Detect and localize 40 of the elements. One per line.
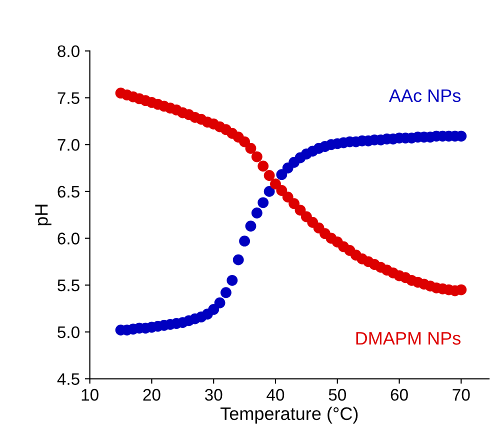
y-tick-label: 5.5 — [58, 280, 80, 292]
point — [276, 169, 288, 180]
y-tick-label: 6.0 — [58, 232, 80, 244]
y-tick-label: 7.0 — [58, 139, 80, 151]
y-tick-label: 6.5 — [58, 186, 80, 198]
x-tick-label: 20 — [143, 388, 160, 401]
point — [282, 192, 294, 203]
point — [208, 304, 220, 315]
series-label: AAc NPs — [388, 89, 461, 102]
point — [258, 197, 269, 208]
x-tick-label: 10 — [82, 388, 98, 401]
y-tick-label: 5.0 — [58, 326, 80, 338]
point — [270, 178, 281, 190]
point — [214, 297, 226, 308]
point — [456, 284, 467, 296]
point — [264, 186, 275, 197]
x-tick-label: 70 — [452, 388, 470, 401]
y-tick-label: 4.5 — [57, 373, 80, 385]
y-tick-label: 7.5 — [58, 92, 80, 104]
point — [239, 236, 250, 247]
y-tick-label: 8.0 — [58, 45, 80, 58]
point — [232, 254, 244, 266]
point — [258, 160, 269, 172]
x-axis-title: Temperature (°C) — [220, 406, 358, 424]
point — [264, 170, 275, 181]
point — [251, 151, 262, 162]
point — [276, 185, 288, 196]
point — [245, 220, 256, 232]
x-tick-label: 50 — [328, 388, 346, 401]
x-tick-label: 40 — [266, 388, 284, 401]
point — [220, 287, 232, 298]
point — [294, 204, 306, 216]
point — [245, 142, 256, 154]
point — [251, 208, 262, 218]
point — [226, 274, 238, 286]
x-tick-label: 60 — [390, 388, 408, 401]
y-axis-title: pH — [35, 204, 52, 226]
point — [288, 198, 300, 210]
x-tick-label: 30 — [204, 388, 222, 401]
text: DMAPM NPs — [356, 332, 461, 345]
